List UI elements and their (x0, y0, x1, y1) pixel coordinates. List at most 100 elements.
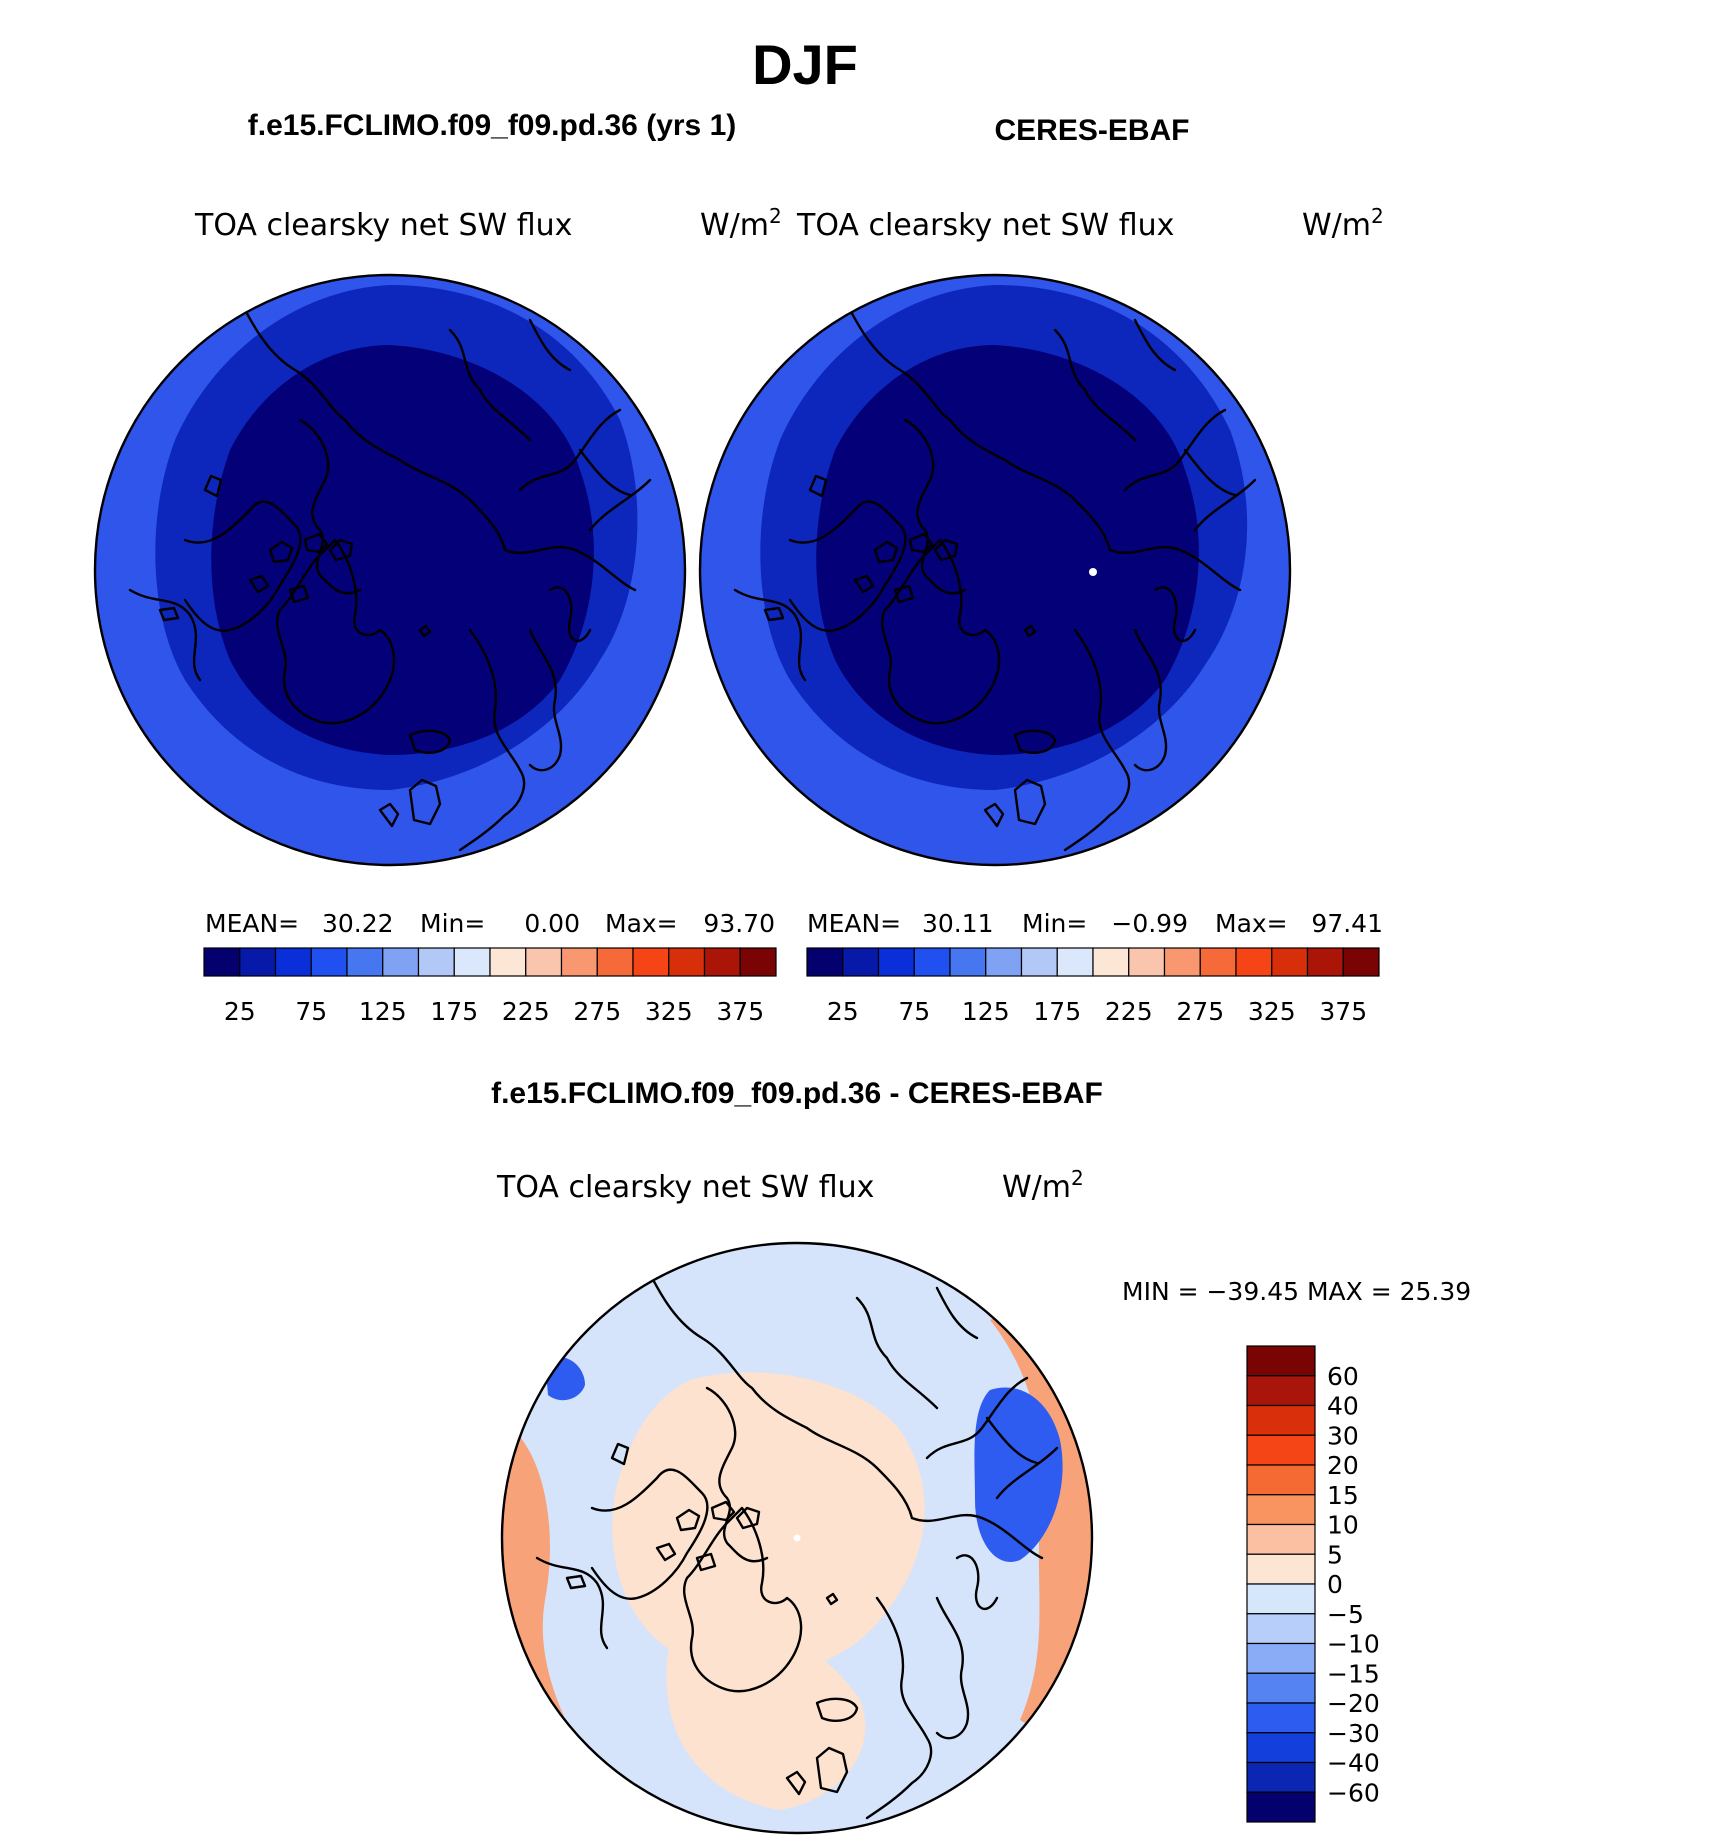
left-colorbar-tick-label: 75 (295, 997, 327, 1026)
left-colorbar-box-5 (382, 947, 420, 977)
right-units-label: W/m2 (1302, 204, 1384, 243)
left-colorbar-box-15 (739, 947, 777, 977)
diff-colorbar-box-0 (1246, 1345, 1316, 1377)
right-mean-label: MEAN= (807, 909, 901, 938)
diff-colorbar-tick-label: 40 (1327, 1392, 1359, 1421)
left-case-title: f.e15.FCLIMO.f09_f09.pd.36 (yrs 1) (248, 109, 737, 142)
diff-colorbar-tick-label: 10 (1327, 1511, 1359, 1540)
diff-colorbar-box-7 (1246, 1553, 1316, 1585)
right-colorbar-box-9 (1128, 947, 1166, 977)
season-title: DJF (752, 33, 858, 96)
right-colorbar: 25 75 125 175 225 275 325 375 (806, 947, 1380, 1026)
right-colorbar-box-7 (1056, 947, 1094, 977)
left-min-label: Min= (420, 909, 485, 938)
left-colorbar-box-3 (310, 947, 348, 977)
right-colorbar-box-10 (1163, 947, 1201, 977)
left-colorbar-box-11 (596, 947, 634, 977)
diff-colorbar-box-1 (1246, 1375, 1316, 1407)
left-colorbar-tick-label: 225 (502, 997, 550, 1026)
left-min-value: 0.00 (524, 909, 580, 938)
right-polar-map (698, 273, 1292, 867)
left-colorbar-tick-label: 175 (430, 997, 478, 1026)
left-max-label: Max= (605, 909, 678, 938)
diff-colorbar-tick-label: −30 (1327, 1719, 1380, 1748)
diff-title: f.e15.FCLIMO.f09_f09.pd.36 - CERES-EBAF (491, 1077, 1103, 1110)
diff-colorbar-tick-label: 30 (1327, 1421, 1359, 1450)
diff-colorbar-tick-label: −15 (1327, 1659, 1380, 1688)
left-mean-value: 30.22 (322, 909, 394, 938)
diff-colorbar-tick-label: 5 (1327, 1540, 1343, 1569)
right-colorbar-box-12 (1235, 947, 1273, 977)
right-colorbar-box-5 (985, 947, 1023, 977)
diff-colorbar-tick-label: 0 (1327, 1570, 1343, 1599)
left-colorbar-box-4 (346, 947, 384, 977)
right-colorbar-box-2 (877, 947, 915, 977)
right-colorbar-box-14 (1306, 947, 1344, 977)
right-colorbar-box-8 (1092, 947, 1130, 977)
diff-colorbar-tick-label: −10 (1327, 1630, 1380, 1659)
diff-colorbar-box-6 (1246, 1523, 1316, 1555)
left-variable-label: TOA clearsky net SW flux (194, 208, 572, 243)
right-colorbar-box-11 (1199, 947, 1237, 977)
right-colorbar-tick-label: 325 (1248, 997, 1296, 1026)
right-max-label: Max= (1215, 909, 1288, 938)
left-max-value: 93.70 (703, 909, 775, 938)
right-case-title: CERES-EBAF (994, 114, 1189, 147)
diff-colorbar-box-12 (1246, 1702, 1316, 1734)
diff-colorbar-tick-label: −5 (1327, 1600, 1364, 1629)
left-stats: MEAN= 30.22 Min= 0.00 Max= 93.70 (205, 909, 775, 938)
diff-colorbar-box-9 (1246, 1613, 1316, 1645)
right-colorbar-box-0 (806, 947, 844, 977)
right-colorbar-box-15 (1342, 947, 1380, 977)
right-mean-value: 30.11 (922, 909, 994, 938)
right-colorbar-tick-label: 275 (1176, 997, 1224, 1026)
left-colorbar-box-9 (525, 947, 563, 977)
right-colorbar-tick-label: 125 (962, 997, 1010, 1026)
left-colorbar-tick-label: 275 (573, 997, 621, 1026)
right-colorbar-tick-label: 75 (898, 997, 930, 1026)
left-colorbar-box-6 (417, 947, 455, 977)
right-colorbar-box-13 (1271, 947, 1309, 977)
left-colorbar: 25 75 125 175 225 275 325 375 (203, 947, 777, 1026)
diff-units-label: W/m2 (1002, 1166, 1084, 1205)
left-colorbar-box-1 (239, 947, 277, 977)
diff-colorbar-box-5 (1246, 1494, 1316, 1526)
diff-colorbar-box-4 (1246, 1464, 1316, 1496)
left-colorbar-box-7 (453, 947, 491, 977)
left-colorbar-box-12 (632, 947, 670, 977)
diff-colorbar-tick-label: 20 (1327, 1451, 1359, 1480)
diff-colorbar-tick-label: −40 (1327, 1749, 1380, 1778)
right-colorbar-box-4 (949, 947, 987, 977)
left-colorbar-tick-label: 25 (224, 997, 256, 1026)
right-min-label: Min= (1022, 909, 1087, 938)
right-colorbar-box-3 (913, 947, 951, 977)
left-polar-map (93, 273, 687, 867)
right-colorbar-tick-label: 175 (1033, 997, 1081, 1026)
left-mean-label: MEAN= (205, 909, 299, 938)
diff-colorbar-tick-label: −20 (1327, 1689, 1380, 1718)
left-colorbar-box-10 (560, 947, 598, 977)
left-colorbar-tick-label: 125 (359, 997, 407, 1026)
left-colorbar-box-8 (489, 947, 527, 977)
left-colorbar-tick-label: 375 (716, 997, 764, 1026)
diff-colorbar-box-3 (1246, 1434, 1316, 1466)
diff-colorbar-box-2 (1246, 1404, 1316, 1436)
diff-minmax: MIN = −39.45 MAX = 25.39 (1122, 1277, 1471, 1306)
diff-colorbar-box-14 (1246, 1761, 1316, 1793)
right-min-value: −0.99 (1111, 909, 1188, 938)
right-max-value: 97.41 (1311, 909, 1383, 938)
right-colorbar-tick-label: 375 (1319, 997, 1367, 1026)
right-colorbar-box-1 (842, 947, 880, 977)
right-colorbar-box-6 (1020, 947, 1058, 977)
left-colorbar-box-0 (203, 947, 241, 977)
left-units-label: W/m2 (700, 204, 782, 243)
diff-colorbar-box-8 (1246, 1583, 1316, 1615)
left-colorbar-box-14 (703, 947, 741, 977)
left-colorbar-box-13 (668, 947, 706, 977)
right-colorbar-tick-label: 225 (1105, 997, 1153, 1026)
right-colorbar-tick-label: 25 (827, 997, 859, 1026)
diff-colorbar-box-11 (1246, 1672, 1316, 1704)
diff-colorbar-box-10 (1246, 1642, 1316, 1674)
diff-colorbar-tick-label: 15 (1327, 1481, 1359, 1510)
